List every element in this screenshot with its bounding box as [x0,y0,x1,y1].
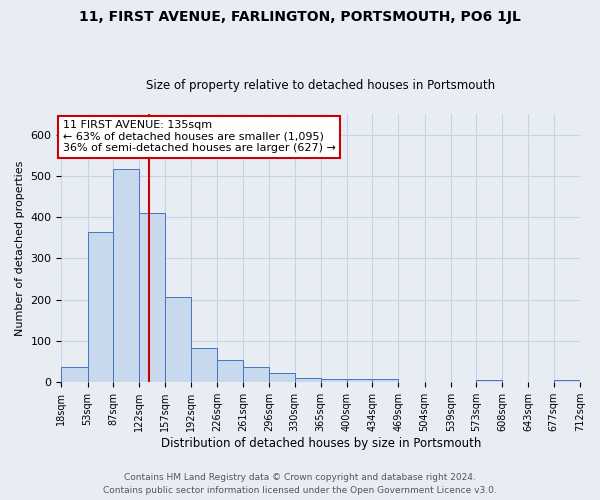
Bar [372,378,398,382]
Text: 11 FIRST AVENUE: 135sqm
← 63% of detached houses are smaller (1,095)
36% of semi: 11 FIRST AVENUE: 135sqm ← 63% of detache… [63,120,336,154]
Bar [321,378,347,382]
Title: Size of property relative to detached houses in Portsmouth: Size of property relative to detached ho… [146,79,495,92]
Bar [165,297,191,382]
Bar [139,213,165,382]
Bar [243,368,269,382]
Text: Contains HM Land Registry data © Crown copyright and database right 2024.
Contai: Contains HM Land Registry data © Crown c… [103,474,497,495]
Bar [347,378,372,382]
X-axis label: Distribution of detached houses by size in Portsmouth: Distribution of detached houses by size … [161,437,481,450]
Bar [554,380,580,382]
Bar [61,366,88,382]
Bar [191,348,217,382]
Y-axis label: Number of detached properties: Number of detached properties [15,160,25,336]
Text: 11, FIRST AVENUE, FARLINGTON, PORTSMOUTH, PO6 1JL: 11, FIRST AVENUE, FARLINGTON, PORTSMOUTH… [79,10,521,24]
Bar [269,373,295,382]
Bar [295,378,321,382]
Bar [88,232,113,382]
Bar [113,169,139,382]
Bar [217,360,243,382]
Bar [476,380,502,382]
